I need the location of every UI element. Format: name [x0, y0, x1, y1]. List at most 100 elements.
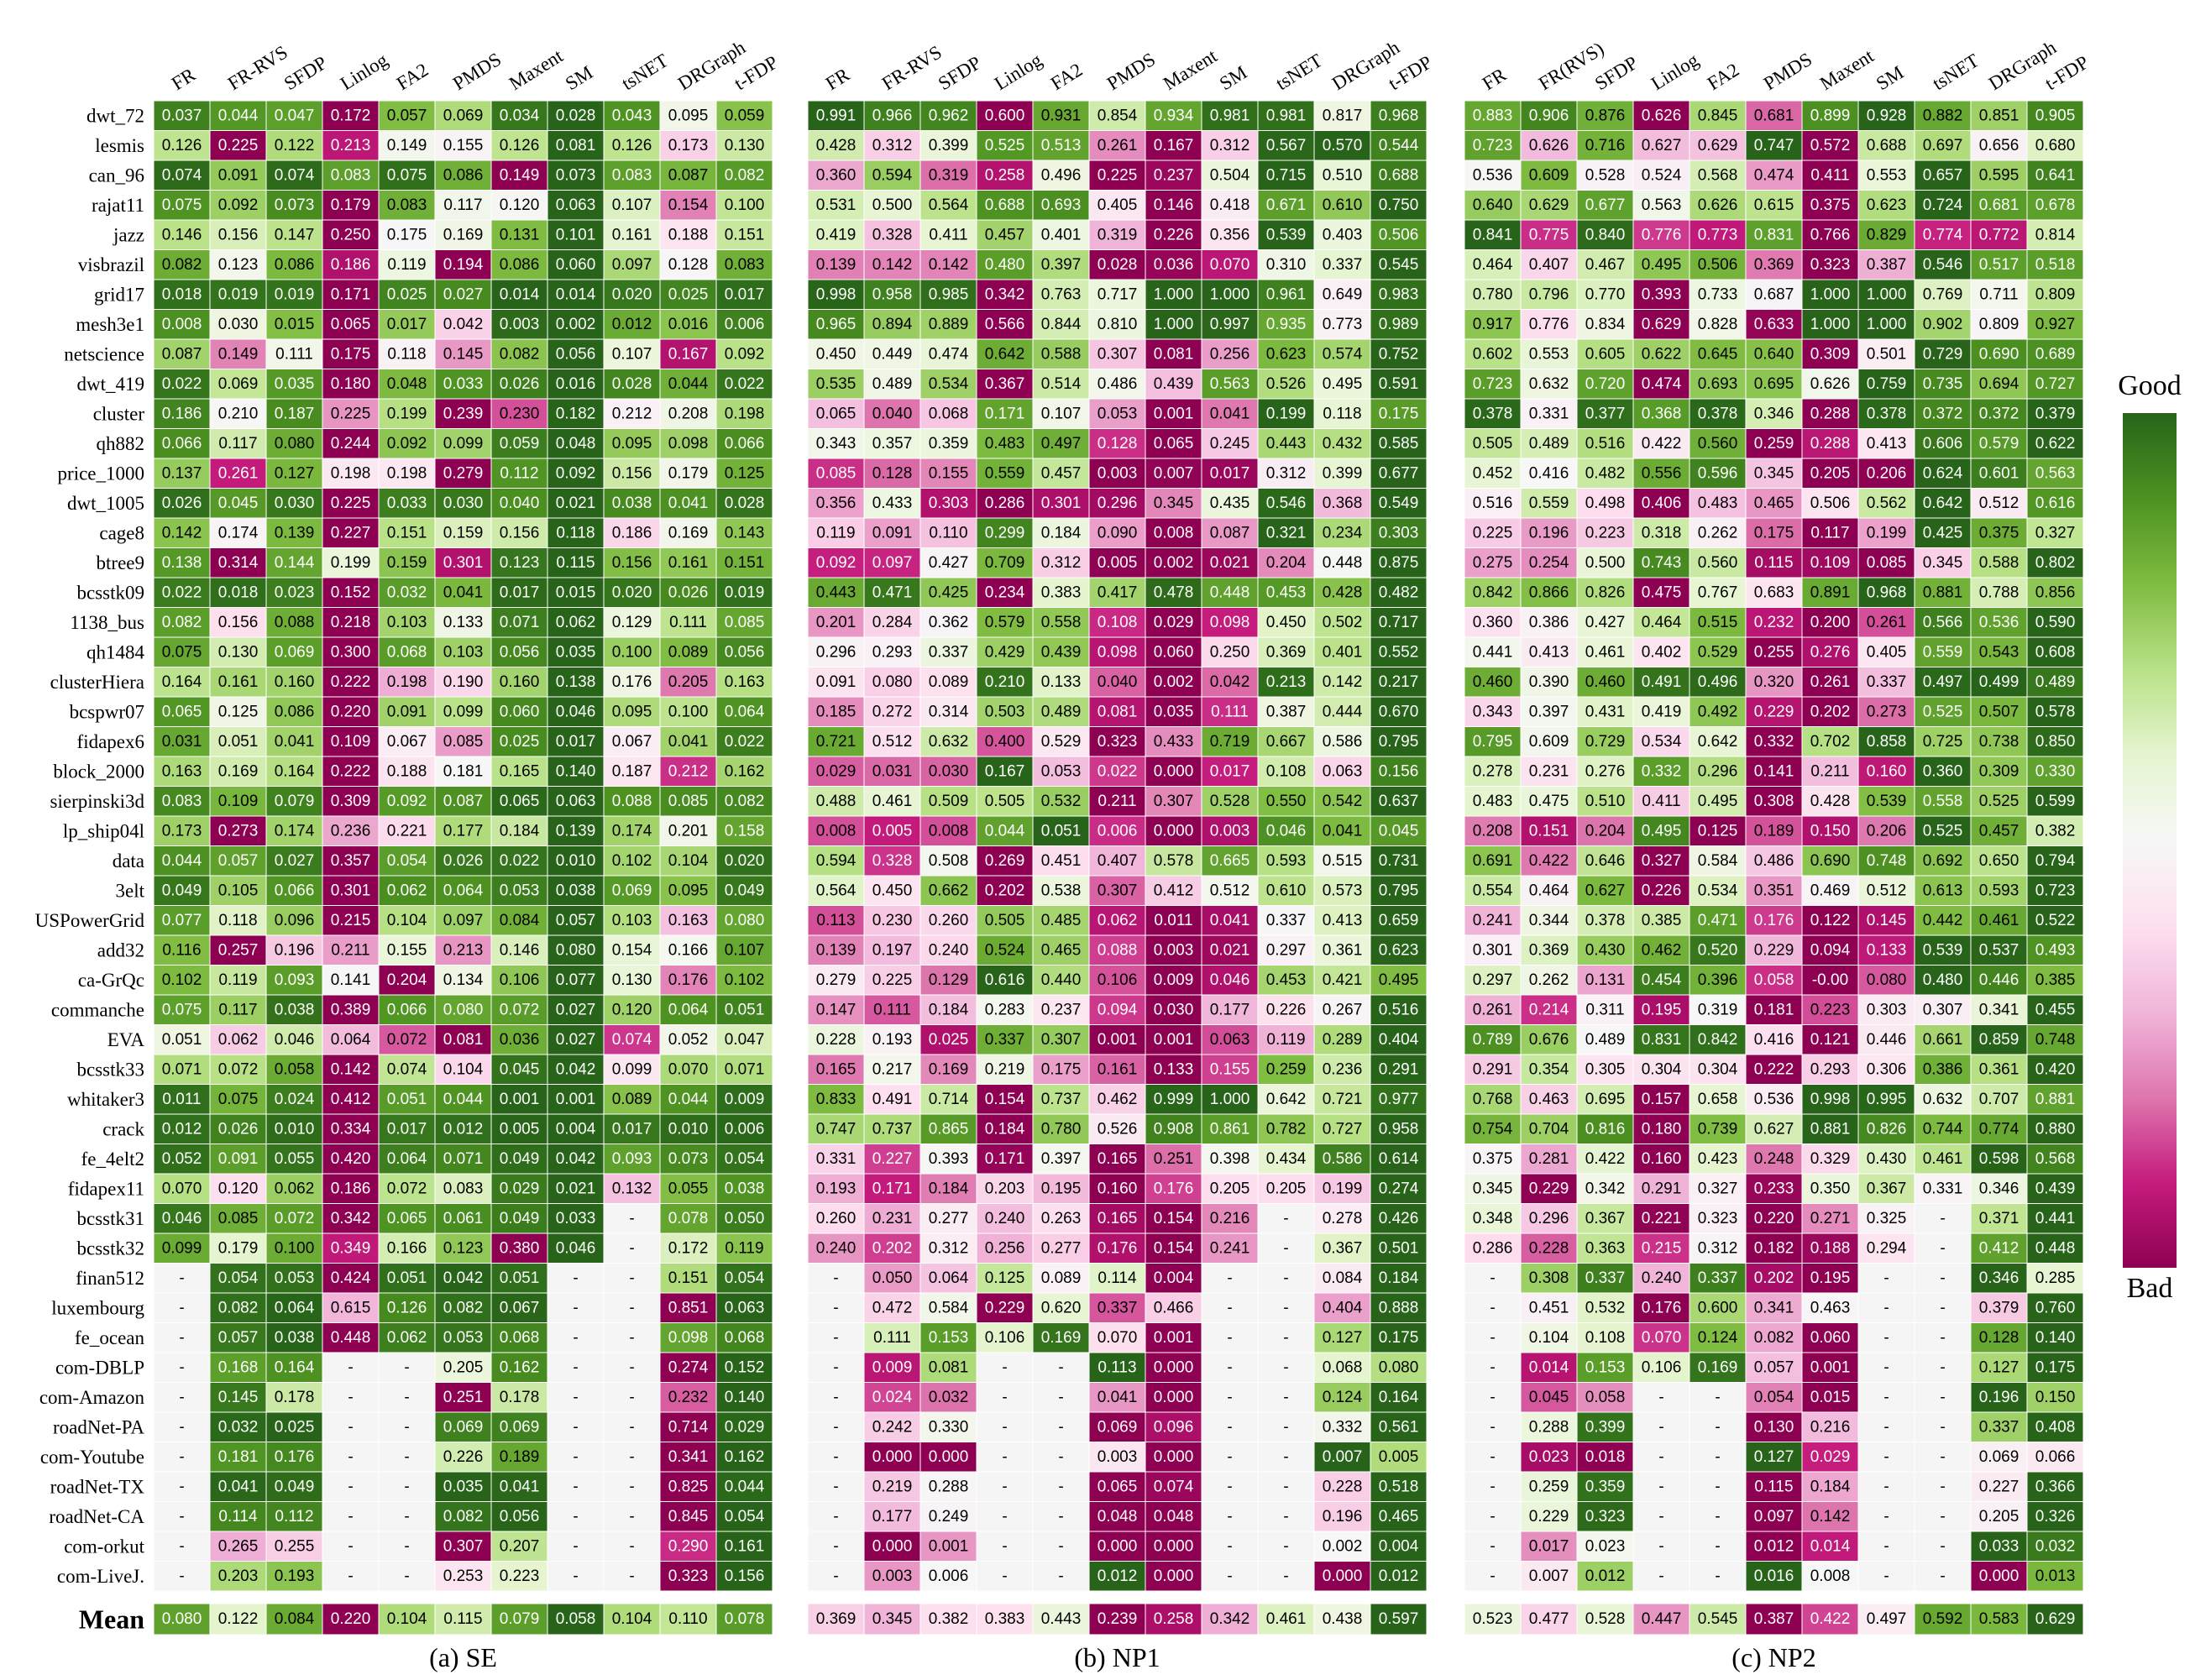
- cell-label: 0.105: [218, 882, 259, 899]
- cell-label: 0.196: [1323, 1508, 1363, 1526]
- cell-label: 0.057: [218, 1329, 259, 1347]
- cell-label: 0.181: [1754, 1001, 1794, 1018]
- cell-label: 0.585: [1379, 435, 1419, 453]
- cell-label: 0.826: [1585, 584, 1626, 601]
- cell-label: 0.344: [1529, 912, 1569, 929]
- cell-label: 0.125: [985, 1269, 1025, 1287]
- row-label: qh882: [97, 433, 145, 454]
- cell-label: 0.177: [872, 1508, 913, 1526]
- cell-label: 0.053: [443, 1329, 484, 1347]
- heatmap-cell: [547, 845, 605, 877]
- heatmap-cell: [490, 667, 548, 698]
- cell-label: 0.013: [2035, 1567, 2076, 1585]
- heatmap-cell: [265, 547, 323, 578]
- heatmap-cell: [547, 815, 605, 846]
- cell-label: 0.000: [1098, 1537, 1138, 1555]
- cell-label: 0.502: [1323, 614, 1363, 631]
- cell-label: -: [1490, 1358, 1495, 1376]
- cell-label: -: [1002, 1418, 1007, 1436]
- cell-label: 0.156: [612, 464, 652, 482]
- heatmap-cell: [265, 1173, 323, 1204]
- heatmap-cell: [153, 636, 211, 667]
- cell-label: -: [629, 1478, 634, 1495]
- cell-label: 0.017: [1529, 1537, 1569, 1555]
- cell-label: -: [348, 1418, 353, 1436]
- cell-label: 0.142: [162, 524, 202, 542]
- cell-label: -: [1283, 1478, 1288, 1495]
- cell-label: -: [1658, 1537, 1663, 1555]
- cell-label: 0.195: [1810, 1269, 1851, 1287]
- cell-label: 0.311: [1585, 1001, 1624, 1018]
- cell-label: 0.069: [1098, 1418, 1138, 1436]
- heatmap-cell: [378, 636, 436, 667]
- cell-label: 0.439: [2035, 1180, 2076, 1197]
- cell-label: 0.188: [387, 762, 427, 780]
- column-label: FA2: [1047, 59, 1086, 94]
- cell-label: 0.816: [1585, 1120, 1626, 1138]
- cell-label: 0.109: [1810, 554, 1851, 572]
- cell-label: 0.125: [218, 703, 259, 720]
- cell-label: 0.480: [1923, 971, 1963, 989]
- colorbar: [2123, 413, 2177, 1268]
- cell-label: 1.000: [1210, 285, 1250, 303]
- cell-label: 0.032: [387, 584, 427, 601]
- cell-label: 0.769: [1923, 285, 1963, 303]
- cell-label: 0.173: [162, 822, 202, 840]
- cell-label: 0.697: [1923, 137, 1963, 154]
- cell-label: 0.063: [1323, 762, 1363, 780]
- cell-label: 0.627: [1754, 1120, 1794, 1138]
- cell-label: 0.129: [929, 971, 969, 989]
- cell-label: 0.085: [725, 614, 765, 631]
- cell-label: 0.489: [872, 375, 913, 393]
- cell-label: 0.509: [929, 793, 969, 810]
- cell-label: 0.505: [1473, 435, 1513, 453]
- cell-label: 0.650: [1979, 852, 2020, 870]
- cell-label: 0.875: [1379, 554, 1419, 572]
- cell-label: 0.367: [1585, 1210, 1626, 1227]
- cell-label: 0.461: [1923, 1150, 1963, 1168]
- cell-label: 0.189: [500, 1448, 540, 1466]
- cell-label: 0.029: [1810, 1448, 1851, 1466]
- cell-label: 0.453: [1266, 584, 1307, 601]
- heatmap-cell: [547, 1084, 605, 1115]
- cell-label: -: [1658, 1389, 1663, 1406]
- cell-label: 0.657: [1923, 166, 1963, 184]
- cell-label: 0.681: [1979, 196, 2020, 214]
- cell-label: 0.025: [500, 733, 540, 751]
- heatmap-cell: [322, 458, 380, 489]
- cell-label: 0.072: [387, 1031, 427, 1049]
- cell-label: 0.591: [1379, 375, 1419, 393]
- cell-label: 0.398: [1210, 1150, 1250, 1168]
- cell-label: 0.296: [1529, 1210, 1569, 1227]
- cell-label: 0.337: [1698, 1269, 1738, 1287]
- heatmap-cell: [322, 428, 380, 459]
- cell-label: 0.145: [1867, 912, 1907, 929]
- cell-label: 0.058: [556, 1610, 596, 1628]
- cell-label: 0.155: [1210, 1060, 1250, 1078]
- cell-label: 0.095: [668, 882, 709, 899]
- cell-label: -: [404, 1418, 409, 1436]
- cell-label: 0.027: [556, 1031, 596, 1049]
- row-label: visbrazil: [78, 254, 144, 275]
- cell-label: 0.211: [1810, 762, 1849, 780]
- cell-label: 0.065: [162, 703, 202, 720]
- cell-label: 0.133: [1867, 941, 1907, 959]
- cell-label: 0.041: [1210, 405, 1250, 422]
- cell-label: 0.082: [443, 1508, 484, 1526]
- cell-label: 0.513: [1041, 137, 1082, 154]
- cell-label: 0.144: [275, 554, 315, 572]
- cell-label: 0.817: [1323, 107, 1363, 124]
- cell-label: 0.449: [872, 345, 913, 363]
- cell-label: 0.269: [985, 852, 1025, 870]
- cell-label: 0.091: [816, 673, 857, 691]
- cell-label: 0.176: [1754, 912, 1794, 929]
- cell-label: 0.141: [1754, 762, 1794, 780]
- cell-label: 0.928: [1867, 107, 1907, 124]
- cell-label: 0.119: [725, 1239, 763, 1257]
- cell-label: 1.000: [1867, 316, 1907, 333]
- cell-label: 0.222: [331, 762, 371, 780]
- cell-label: 0.856: [2035, 584, 2076, 601]
- cell-label: 0.162: [725, 762, 765, 780]
- cell-label: 0.417: [1098, 584, 1138, 601]
- cell-label: 0.523: [1473, 1610, 1513, 1628]
